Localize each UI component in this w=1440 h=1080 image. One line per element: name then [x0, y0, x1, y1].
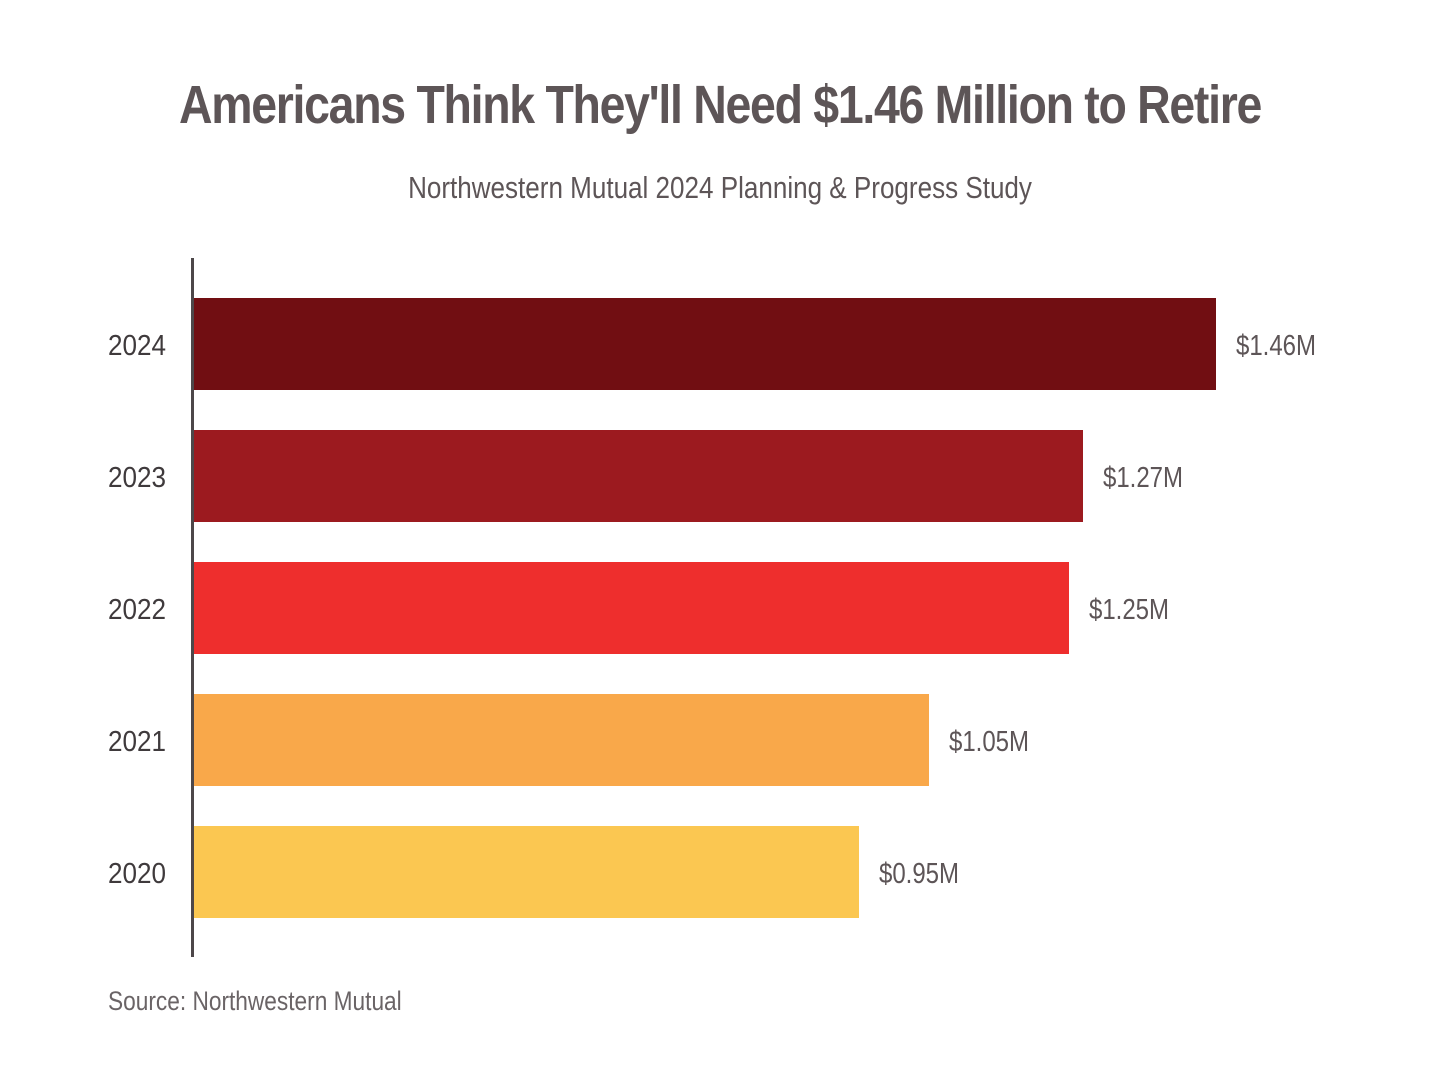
source-note: Source: Northwestern Mutual	[108, 986, 402, 1016]
data-label-2023: $1.27M	[1103, 462, 1183, 494]
chart-title: Americans Think They'll Need $1.46 Milli…	[178, 75, 1262, 135]
chart-subtitle: Northwestern Mutual 2024 Planning & Prog…	[408, 170, 1032, 205]
data-label-2024: $1.46M	[1236, 330, 1316, 362]
bar-2023	[194, 430, 1083, 522]
bar-2022	[194, 562, 1069, 654]
labels-layer: 2024 $1.46M 2023 $1.27M 2022 $1.25M 2021 $1.05M…	[108, 330, 1316, 890]
tick-label-2023: 2023	[108, 462, 166, 494]
tick-label-2020: 2020	[108, 858, 166, 890]
data-label-2020: $0.95M	[879, 858, 959, 890]
bars-layer	[194, 298, 1216, 918]
bar-2021	[194, 694, 929, 786]
bar-2024	[194, 298, 1216, 390]
data-label-2021: $1.05M	[949, 726, 1029, 758]
tick-label-2024: 2024	[108, 330, 166, 362]
bar-2020	[194, 826, 859, 918]
data-label-2022: $1.25M	[1089, 594, 1169, 626]
tick-label-2022: 2022	[108, 594, 166, 626]
tick-label-2021: 2021	[108, 726, 166, 758]
